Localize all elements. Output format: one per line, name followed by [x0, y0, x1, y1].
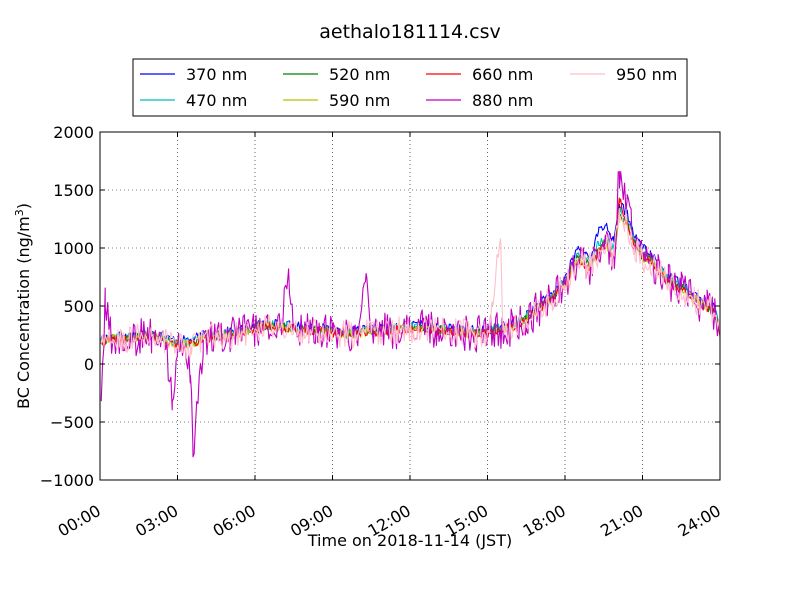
- x-tick-label: 06:00: [210, 501, 259, 541]
- y-axis: 2000 1500 1000 500 0 −500 −1000: [40, 123, 720, 490]
- x-tick-label: 24:00: [675, 501, 724, 541]
- series-lines: [100, 170, 720, 458]
- legend-label: 470 nm: [186, 91, 247, 110]
- y-tick-label: 1500: [53, 181, 94, 200]
- y-tick-label: 1000: [53, 239, 94, 258]
- series-line-950-nm: [100, 209, 720, 359]
- y-axis-label-main: BC Concentration (ng/m: [14, 216, 33, 409]
- legend-label: 880 nm: [472, 91, 533, 110]
- legend-label: 660 nm: [472, 65, 533, 84]
- x-tick-label: 00:00: [55, 501, 104, 541]
- x-axis-label: Time on 2018-11-14 (JST): [307, 531, 512, 550]
- y-tick-label: 500: [63, 297, 94, 316]
- x-tick-label: 03:00: [132, 501, 181, 541]
- x-tick-label: 21:00: [597, 501, 646, 541]
- y-tick-label: −1000: [40, 471, 94, 490]
- legend-label: 590 nm: [329, 91, 390, 110]
- grid-lines: [100, 132, 720, 480]
- series-line-660-nm: [100, 197, 720, 350]
- y-axis-label-superscript: 3: [13, 209, 26, 216]
- legend: 370 nm 470 nm 520 nm 590 nm 660 nm 880 nm 950 …: [132, 58, 688, 117]
- legend-label: 370 nm: [186, 65, 247, 84]
- chart-title: aethalo181114.csv: [319, 21, 501, 43]
- x-tick-label: 18:00: [520, 501, 569, 541]
- legend-box: [132, 58, 688, 117]
- y-tick-label: 2000: [53, 123, 94, 142]
- legend-label: 950 nm: [616, 65, 677, 84]
- y-axis-label-close: ): [14, 203, 33, 209]
- y-tick-label: −500: [50, 413, 94, 432]
- legend-label: 520 nm: [329, 65, 390, 84]
- y-tick-label: 0: [84, 355, 94, 374]
- y-axis-label: BC Concentration (ng/m3): [13, 203, 33, 409]
